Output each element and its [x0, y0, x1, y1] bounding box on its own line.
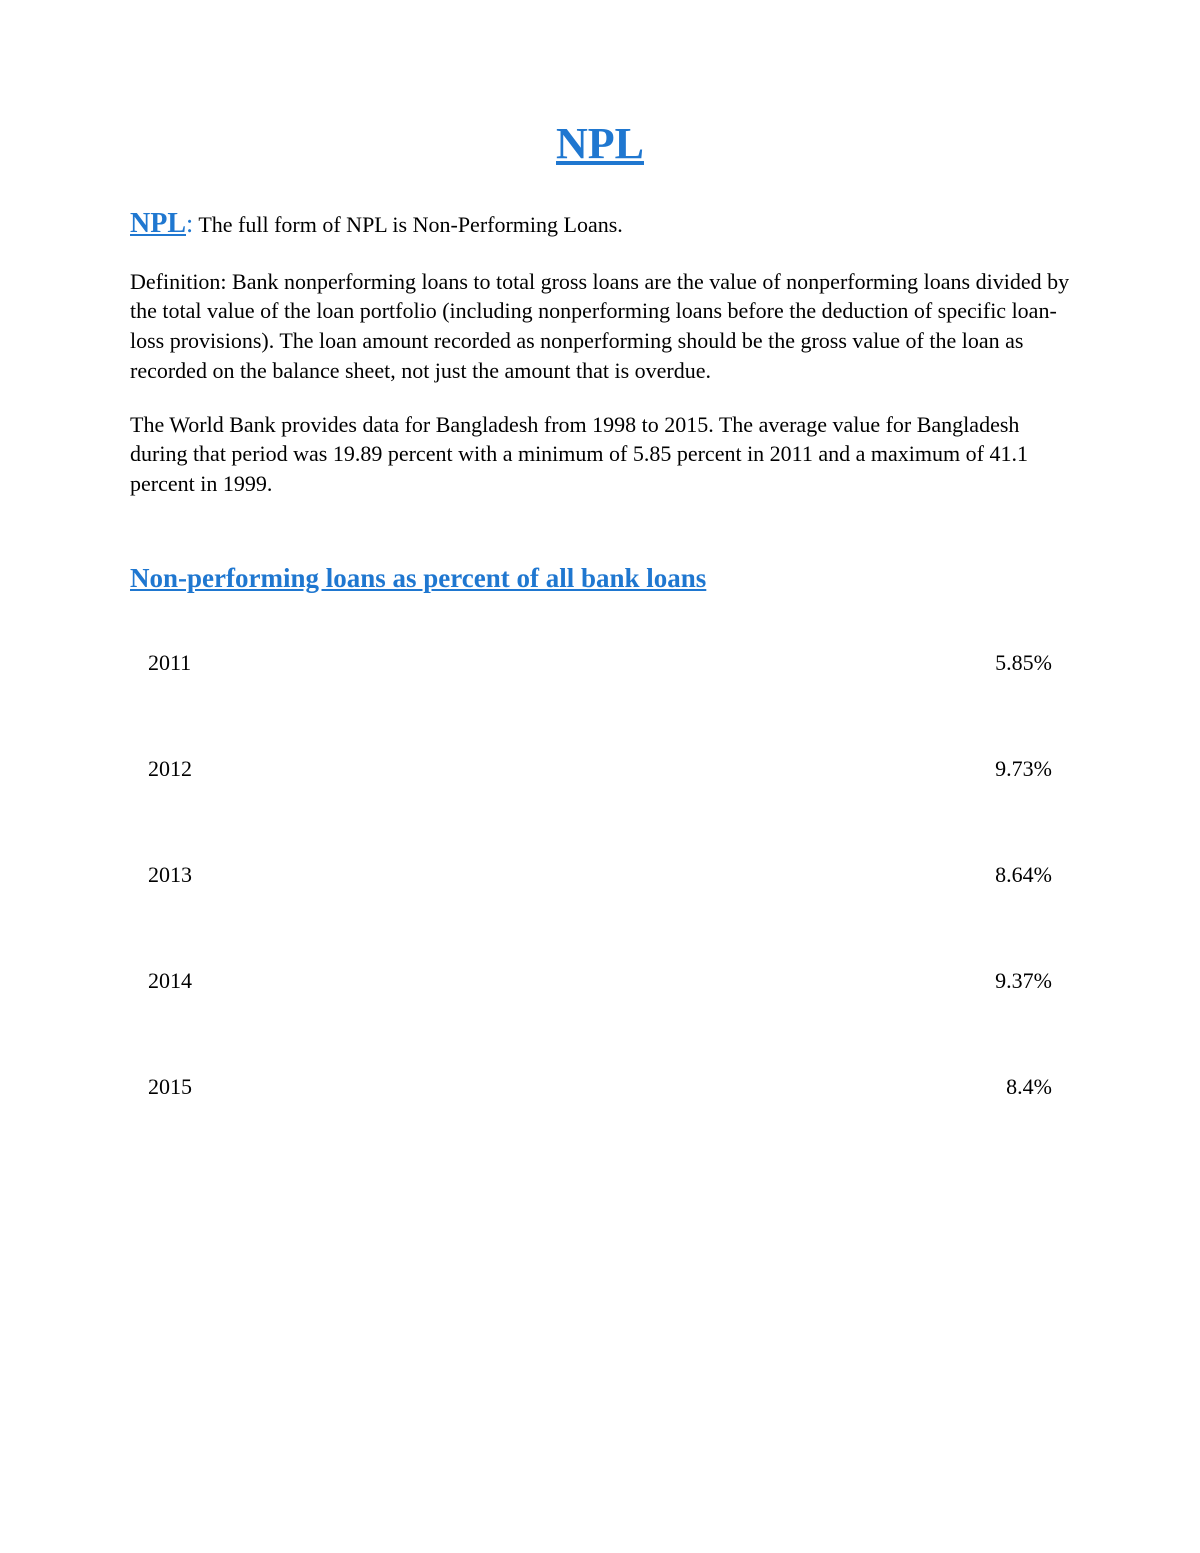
value-cell: 5.85%: [995, 650, 1052, 676]
section-heading: Non-performing loans as percent of all b…: [130, 563, 1070, 594]
table-row: 2015 8.4%: [148, 1074, 1052, 1100]
year-cell: 2014: [148, 968, 192, 994]
value-cell: 8.64%: [995, 862, 1052, 888]
npl-label: NPL: [130, 208, 186, 239]
table-row: 2012 9.73%: [148, 756, 1052, 782]
year-cell: 2013: [148, 862, 192, 888]
year-cell: 2011: [148, 650, 191, 676]
table-row: 2011 5.85%: [148, 650, 1052, 676]
value-cell: 9.37%: [995, 968, 1052, 994]
intro-paragraph: NPL: The full form of NPL is Non-Perform…: [130, 205, 1070, 243]
year-cell: 2012: [148, 756, 192, 782]
npl-data-table: 2011 5.85% 2012 9.73% 2013 8.64% 2014 9.…: [130, 650, 1070, 1100]
table-row: 2013 8.64%: [148, 862, 1052, 888]
year-cell: 2015: [148, 1074, 192, 1100]
definition-paragraph: Definition: Bank nonperforming loans to …: [130, 267, 1070, 386]
value-cell: 9.73%: [995, 756, 1052, 782]
page-title: NPL: [130, 118, 1070, 169]
table-row: 2014 9.37%: [148, 968, 1052, 994]
value-cell: 8.4%: [1006, 1074, 1052, 1100]
intro-text: The full form of NPL is Non-Performing L…: [193, 212, 623, 237]
worldbank-paragraph: The World Bank provides data for Banglad…: [130, 410, 1070, 499]
